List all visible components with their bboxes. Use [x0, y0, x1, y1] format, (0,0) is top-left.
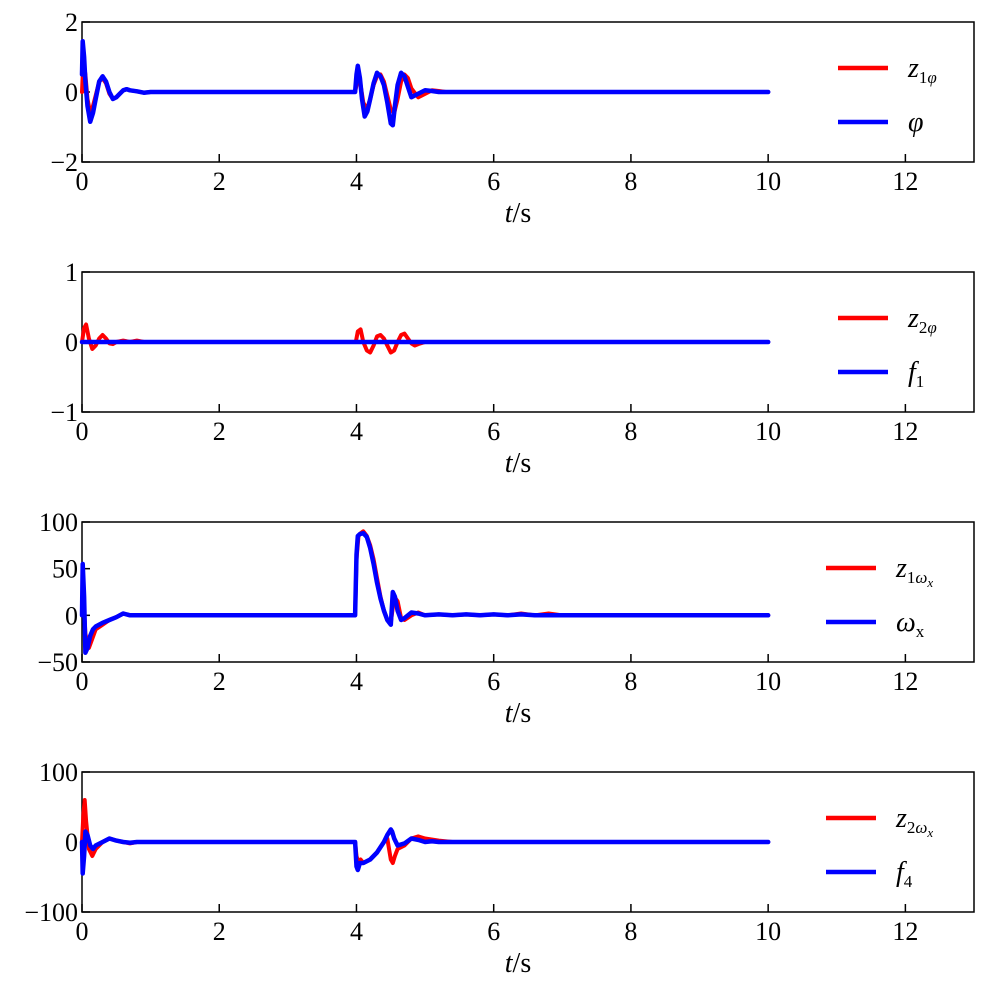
- x-axis-label-var: t: [505, 948, 514, 979]
- series-line-blue: [79, 530, 771, 655]
- subscript-symbol: φ: [927, 68, 936, 87]
- y-tick-label: 2: [65, 8, 78, 37]
- legend-label: z2ωx: [895, 803, 933, 840]
- y-tick-label: 0: [65, 601, 78, 630]
- legend-label: ωx: [896, 607, 925, 641]
- subscript-digit: 2: [919, 318, 928, 337]
- series-line-red: [80, 58, 771, 115]
- legend-label-main: f: [896, 857, 907, 888]
- legend-label: z2φ: [907, 303, 937, 337]
- y-tick-label: −50: [37, 648, 78, 677]
- y-tick-label: 100: [39, 758, 78, 787]
- legend-label-subscript: x: [916, 622, 925, 641]
- y-tick-label: −2: [50, 148, 78, 177]
- legend-label: f4: [896, 857, 913, 891]
- x-tick-label: 8: [624, 917, 637, 946]
- y-tick-label: 1: [65, 258, 78, 287]
- subscript-symbol: ω: [915, 568, 927, 587]
- y-tick-label: 0: [65, 328, 78, 357]
- legend-label-main: ω: [896, 607, 916, 638]
- x-axis-label-unit: /s: [513, 448, 532, 479]
- x-tick-label: 8: [624, 167, 637, 196]
- x-tick-label: 8: [624, 417, 637, 446]
- x-tick-label: 12: [892, 667, 918, 696]
- legend-label-subscript: 4: [904, 872, 913, 891]
- x-tick-label: 10: [755, 917, 781, 946]
- x-axis-label: t/s: [505, 948, 531, 979]
- x-tick-label: 2: [213, 417, 226, 446]
- x-tick-label: 12: [892, 917, 918, 946]
- subscript-digit: 1: [919, 68, 928, 87]
- subscript-digit: 2: [907, 818, 916, 837]
- subscript-symbol: φ: [927, 318, 936, 337]
- legend-label-main: φ: [908, 107, 924, 138]
- y-tick-label: −100: [24, 898, 78, 927]
- legend-label: φ: [908, 107, 924, 138]
- x-tick-label: 0: [76, 417, 89, 446]
- x-tick-label: 4: [350, 917, 363, 946]
- y-tick-label: 0: [65, 828, 78, 857]
- x-axis-label-unit: /s: [513, 948, 532, 979]
- series-line-blue: [79, 827, 771, 876]
- legend-label-subscript: 2φ: [919, 318, 937, 337]
- legend-label-subscript: 1: [916, 372, 925, 391]
- x-tick-label: 4: [350, 417, 363, 446]
- legend-label: z1φ: [907, 53, 937, 87]
- y-tick-label: 100: [39, 508, 78, 537]
- legend-label-main: z: [895, 803, 907, 834]
- series-line-red: [80, 322, 771, 355]
- x-tick-label: 6: [487, 167, 500, 196]
- series-line-red: [80, 798, 771, 865]
- x-tick-label: 0: [76, 667, 89, 696]
- y-tick-label: 50: [52, 555, 78, 584]
- legend-label-main: z: [907, 53, 919, 84]
- x-tick-label: 8: [624, 667, 637, 696]
- y-tick-label: −1: [50, 398, 78, 427]
- legend-label: f1: [908, 357, 924, 391]
- x-tick-label: 2: [213, 167, 226, 196]
- x-tick-label: 12: [892, 167, 918, 196]
- x-tick-label: 6: [487, 667, 500, 696]
- legend-label: z1ωx: [895, 553, 933, 590]
- x-axis-label-var: t: [505, 448, 514, 479]
- x-axis-label-unit: /s: [513, 198, 532, 229]
- legend-label-subscript: 1φ: [919, 68, 937, 87]
- x-tick-label: 0: [76, 917, 89, 946]
- x-tick-label: 4: [350, 167, 363, 196]
- x-axis-label-unit: /s: [513, 698, 532, 729]
- legend-label-subscript: 2ω: [907, 818, 928, 837]
- subscript-digit: 1: [907, 568, 916, 587]
- x-tick-label: 6: [487, 917, 500, 946]
- x-tick-label: 10: [755, 167, 781, 196]
- x-tick-label: 2: [213, 667, 226, 696]
- legend-label-main: f: [908, 357, 919, 388]
- x-tick-label: 10: [755, 417, 781, 446]
- x-tick-label: 0: [76, 167, 89, 196]
- axes-frame: [81, 521, 975, 663]
- series-line-blue: [79, 39, 771, 128]
- subscript-symbol: ω: [915, 818, 927, 837]
- x-axis-label: t/s: [505, 198, 531, 229]
- x-tick-label: 2: [213, 917, 226, 946]
- y-tick-label: 0: [65, 78, 78, 107]
- x-tick-label: 10: [755, 667, 781, 696]
- x-tick-label: 4: [350, 667, 363, 696]
- legend-label-main: z: [895, 553, 907, 584]
- series-line-red: [80, 529, 771, 650]
- x-axis-label-var: t: [505, 198, 514, 229]
- x-axis-label: t/s: [505, 448, 531, 479]
- x-tick-label: 12: [892, 417, 918, 446]
- x-axis-label-var: t: [505, 698, 514, 729]
- x-tick-label: 6: [487, 417, 500, 446]
- legend-label-subscript: 1ω: [907, 568, 928, 587]
- legend-label-main: z: [907, 303, 919, 334]
- x-axis-label: t/s: [505, 698, 531, 729]
- legend-label-subsubscript: x: [926, 825, 933, 840]
- legend-label-subsubscript: x: [926, 575, 933, 590]
